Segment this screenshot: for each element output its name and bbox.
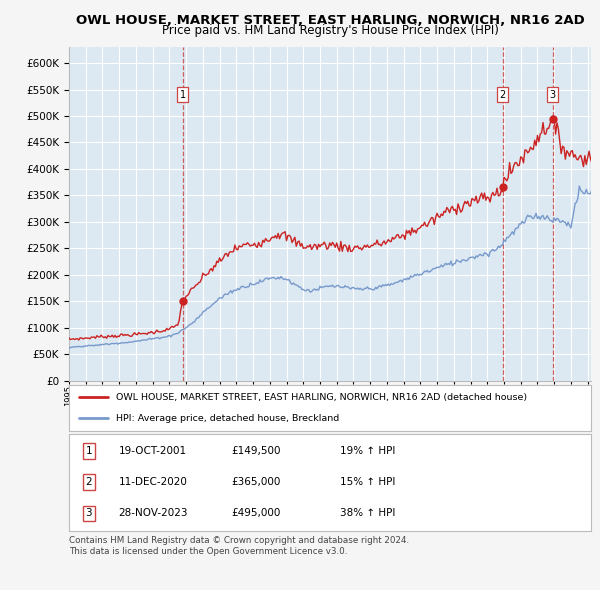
Text: 2: 2 <box>500 90 506 100</box>
Text: 3: 3 <box>550 90 556 100</box>
Text: 2: 2 <box>86 477 92 487</box>
Text: 11-DEC-2020: 11-DEC-2020 <box>119 477 187 487</box>
Text: OWL HOUSE, MARKET STREET, EAST HARLING, NORWICH, NR16 2AD: OWL HOUSE, MARKET STREET, EAST HARLING, … <box>76 14 584 27</box>
Text: 28-NOV-2023: 28-NOV-2023 <box>119 509 188 519</box>
Text: £495,000: £495,000 <box>231 509 280 519</box>
Text: 15% ↑ HPI: 15% ↑ HPI <box>340 477 396 487</box>
Text: HPI: Average price, detached house, Breckland: HPI: Average price, detached house, Brec… <box>116 414 339 423</box>
Text: Price paid vs. HM Land Registry's House Price Index (HPI): Price paid vs. HM Land Registry's House … <box>161 24 499 37</box>
Text: OWL HOUSE, MARKET STREET, EAST HARLING, NORWICH, NR16 2AD (detached house): OWL HOUSE, MARKET STREET, EAST HARLING, … <box>116 392 527 402</box>
Text: £149,500: £149,500 <box>231 446 280 456</box>
Text: 19% ↑ HPI: 19% ↑ HPI <box>340 446 396 456</box>
Text: 1: 1 <box>180 90 186 100</box>
Text: 1: 1 <box>86 446 92 456</box>
Text: 19-OCT-2001: 19-OCT-2001 <box>119 446 187 456</box>
Text: 3: 3 <box>86 509 92 519</box>
Text: £365,000: £365,000 <box>231 477 280 487</box>
Text: 38% ↑ HPI: 38% ↑ HPI <box>340 509 396 519</box>
Text: Contains HM Land Registry data © Crown copyright and database right 2024.
This d: Contains HM Land Registry data © Crown c… <box>69 536 409 556</box>
